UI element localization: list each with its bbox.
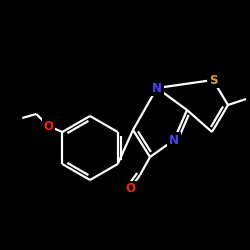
Text: O: O — [43, 120, 53, 132]
Text: O: O — [125, 182, 135, 196]
Text: N: N — [152, 82, 162, 94]
Text: S: S — [209, 74, 217, 86]
Text: N: N — [169, 134, 179, 146]
